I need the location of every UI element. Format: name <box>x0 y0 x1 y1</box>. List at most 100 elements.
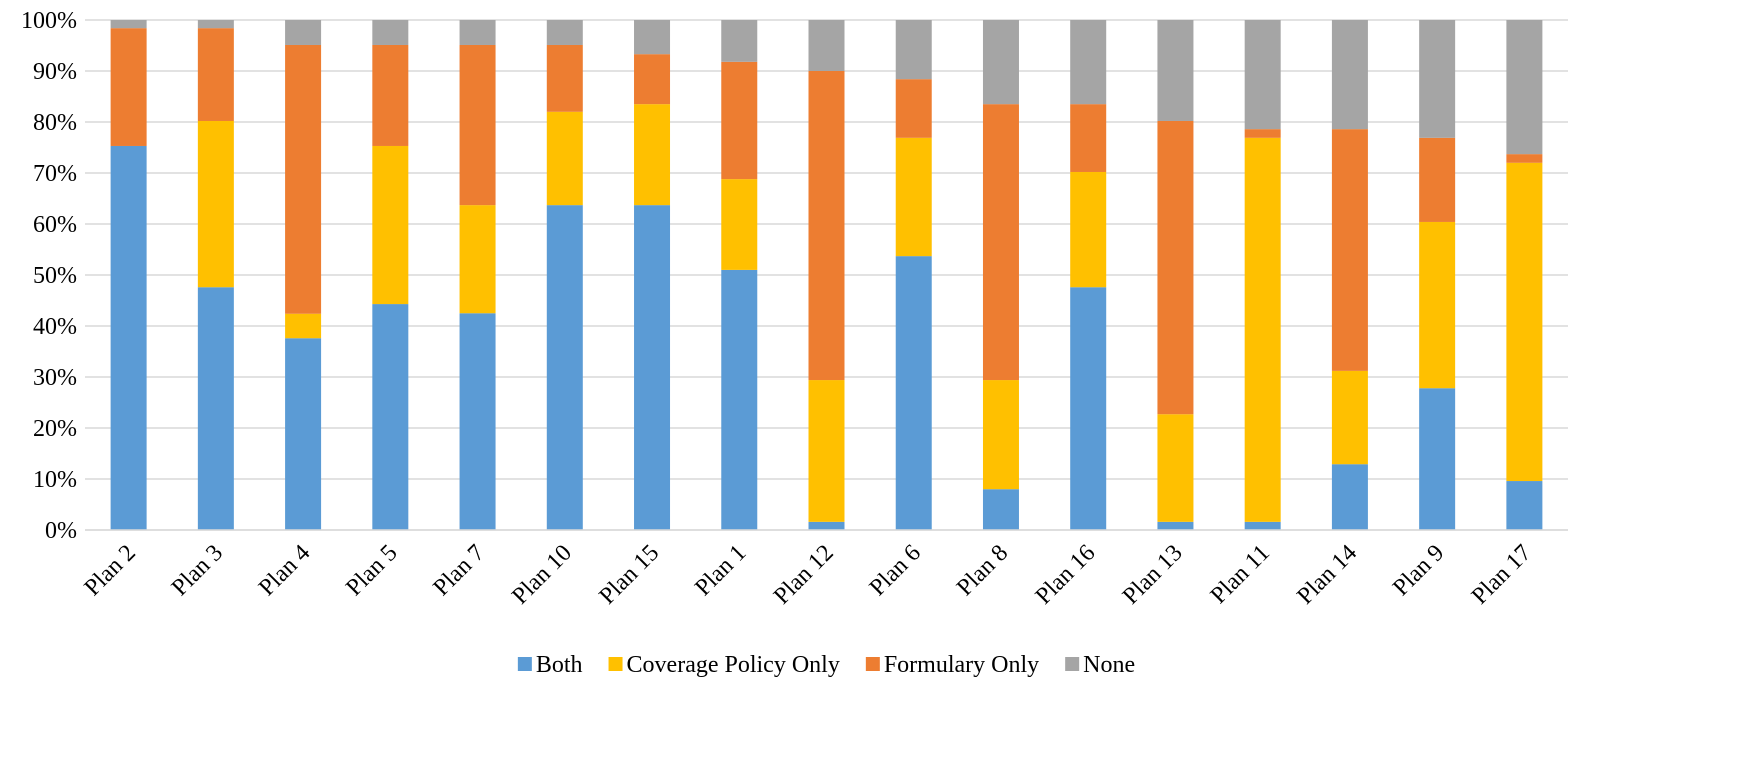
x-tick-label: Plan 4 <box>254 540 315 601</box>
y-tick-label: 50% <box>33 263 77 289</box>
y-tick-label: 0% <box>45 518 77 544</box>
bar-segment <box>1157 20 1194 121</box>
bar-segment <box>634 104 671 206</box>
y-tick-label: 60% <box>33 212 77 238</box>
y-tick-label: 80% <box>33 110 77 136</box>
bar-segment <box>1157 414 1194 522</box>
bar-segment <box>197 20 234 29</box>
bar-segment <box>197 120 234 288</box>
bar-segment <box>459 205 496 314</box>
bar-segment <box>285 338 322 530</box>
bar-segment <box>1331 20 1368 130</box>
bar-segment <box>721 20 758 62</box>
y-tick-label: 20% <box>33 416 77 442</box>
x-tick-label: Plan 1 <box>690 540 751 601</box>
y-tick-label: 70% <box>33 161 77 187</box>
bar-segment <box>1506 20 1543 155</box>
bar-segment <box>1244 521 1281 530</box>
x-tick-label: Plan 16 <box>1031 540 1101 610</box>
bar-segment <box>721 61 758 180</box>
bar-segment <box>1070 287 1107 530</box>
bar-segment <box>197 287 234 530</box>
y-tick-label: 30% <box>33 365 77 391</box>
bar-segment <box>1070 104 1107 172</box>
bar-segment <box>285 44 322 314</box>
x-tick-label: Plan 15 <box>595 540 665 610</box>
bar-segment <box>372 20 409 45</box>
bar-segment <box>546 111 583 206</box>
bar-segment <box>1244 20 1281 130</box>
bar-segment <box>546 20 583 45</box>
bar-segment <box>1070 171 1107 288</box>
bar-segment <box>1331 370 1368 465</box>
legend: Both Coverage Policy Only Formulary Only No… <box>517 652 1135 678</box>
bar-segment <box>1419 20 1456 138</box>
bar-segment <box>982 489 1019 530</box>
legend-label: Coverage Policy Only <box>627 652 840 678</box>
bar-segment <box>982 104 1019 381</box>
bar-segment <box>808 521 845 530</box>
bar-segment <box>1419 137 1456 222</box>
bar-segment <box>1331 464 1368 530</box>
x-tick-label: Plan 12 <box>769 540 839 610</box>
bar-segment <box>1157 120 1194 415</box>
y-tick-label: 40% <box>33 314 77 340</box>
x-tick-label: Plan 3 <box>167 540 228 601</box>
bar-segment <box>459 44 496 206</box>
bar-segment <box>459 313 496 530</box>
bar-segment <box>895 20 932 80</box>
y-tick-label: 10% <box>33 467 77 493</box>
bar-segment <box>546 205 583 530</box>
bar-segment <box>1419 221 1456 389</box>
x-tick-label: Plan 17 <box>1467 540 1537 610</box>
bar-segment <box>110 20 147 29</box>
legend-swatch <box>517 657 532 671</box>
x-tick-label: Plan 2 <box>80 540 141 601</box>
bar-segment <box>634 205 671 530</box>
bar-segment <box>372 304 409 530</box>
bar-segment <box>110 145 147 530</box>
bar-segment <box>546 44 583 112</box>
x-tick-label: Plan 13 <box>1118 540 1188 610</box>
bar-segment <box>285 20 322 45</box>
bar-segment <box>895 256 932 530</box>
bar-segment <box>808 380 845 522</box>
x-tick-label: Plan 9 <box>1388 540 1449 601</box>
bar-segment <box>721 179 758 270</box>
bar-segment <box>895 79 932 138</box>
y-tick-label: 100% <box>21 8 77 34</box>
x-tick-label: Plan 14 <box>1292 540 1362 610</box>
bar-segment <box>1506 154 1543 163</box>
legend-label: None <box>1083 652 1135 678</box>
bar-segment <box>1506 162 1543 482</box>
x-tick-label: Plan 11 <box>1206 540 1275 609</box>
x-tick-label: Plan 6 <box>865 540 926 601</box>
bar-segment <box>372 145 409 305</box>
bar-segment <box>982 380 1019 490</box>
bar-segment <box>1506 481 1543 530</box>
legend-label: Formulary Only <box>884 652 1039 678</box>
bar-segment <box>372 44 409 146</box>
bar-segment <box>808 71 845 381</box>
bar-segment <box>634 20 671 55</box>
bar-segment <box>721 269 758 530</box>
legend-swatch <box>1065 657 1080 671</box>
legend-swatch <box>865 657 880 671</box>
bar-segment <box>1070 20 1107 105</box>
bar-segment <box>1157 521 1194 530</box>
bar-segment <box>197 28 234 121</box>
x-tick-label: Plan 7 <box>429 540 490 601</box>
bar-segment <box>1419 388 1456 530</box>
y-tick-label: 90% <box>33 59 77 85</box>
bar-segment <box>1331 129 1368 371</box>
bar-segment <box>982 20 1019 105</box>
bar-segment <box>285 313 322 339</box>
x-tick-label: Plan 8 <box>952 540 1013 601</box>
bar-segment <box>459 20 496 45</box>
legend-swatch <box>608 657 623 671</box>
bar-segment <box>634 54 671 105</box>
x-tick-label: Plan 5 <box>341 540 402 601</box>
bar-segment <box>808 20 845 71</box>
bar-segment <box>1244 137 1281 522</box>
